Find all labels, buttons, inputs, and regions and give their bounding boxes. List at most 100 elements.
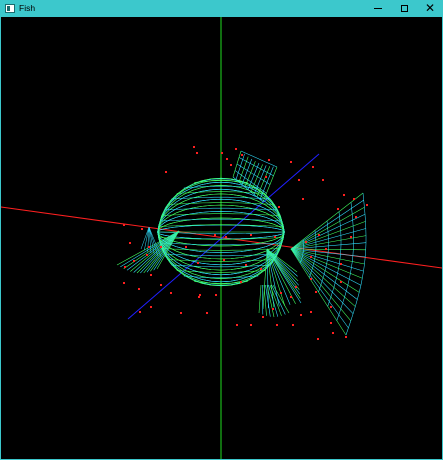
control-point	[292, 324, 294, 326]
control-point	[325, 248, 327, 250]
control-point	[226, 158, 228, 160]
control-point	[139, 311, 141, 313]
control-point	[290, 296, 292, 298]
control-point	[343, 194, 345, 196]
control-point	[250, 234, 252, 236]
control-point	[197, 262, 199, 264]
title-bar[interactable]: Fish ✕	[0, 0, 443, 17]
control-point	[230, 164, 232, 166]
wireframe-edge	[272, 285, 286, 315]
window-controls: ✕	[365, 0, 443, 17]
control-point	[146, 254, 148, 256]
control-point	[260, 268, 262, 270]
control-point	[215, 294, 217, 296]
control-point	[268, 159, 270, 161]
control-point	[245, 264, 247, 266]
wireframe-edge	[257, 166, 270, 197]
close-button[interactable]: ✕	[417, 0, 443, 17]
window-title: Fish	[19, 0, 35, 17]
control-point	[305, 241, 307, 243]
control-point	[214, 234, 216, 236]
control-point	[165, 171, 167, 173]
fish-tail-wireframe	[291, 193, 366, 335]
control-point	[302, 198, 304, 200]
wireframe-edge	[149, 227, 154, 254]
control-point	[274, 236, 276, 238]
control-point	[223, 259, 225, 261]
fish-pectoral-fin-wireframe	[263, 249, 301, 309]
wireframe-edge	[267, 249, 299, 290]
wireframe-edge	[259, 285, 261, 313]
control-point	[337, 208, 339, 210]
app-window-icon	[5, 4, 15, 13]
minimize-button[interactable]	[365, 0, 391, 17]
control-point	[262, 316, 264, 318]
wireframe-edge	[239, 157, 248, 182]
control-point	[123, 282, 125, 284]
control-point	[332, 332, 334, 334]
control-point	[129, 242, 131, 244]
maximize-icon	[401, 5, 408, 12]
wireframe-edge	[242, 159, 252, 185]
control-point	[250, 324, 252, 326]
control-point	[198, 296, 200, 298]
control-point	[123, 224, 125, 226]
control-point	[278, 206, 280, 208]
control-point	[180, 312, 182, 314]
fish-dorsal-fin-wireframe	[233, 151, 277, 202]
control-point	[310, 311, 312, 313]
minimize-icon	[374, 8, 382, 9]
control-point	[160, 246, 162, 248]
wireframe-edge	[267, 249, 298, 281]
wireframe-curve	[241, 151, 277, 167]
control-point	[141, 228, 143, 230]
control-point	[170, 292, 172, 294]
control-point	[290, 161, 292, 163]
control-point	[350, 236, 352, 238]
control-point	[225, 236, 227, 238]
control-point	[353, 198, 355, 200]
control-point	[150, 306, 152, 308]
wireframe-curve	[346, 193, 366, 335]
control-point	[124, 266, 126, 268]
fish-front-fin-wireframe	[117, 227, 179, 273]
control-point	[315, 291, 317, 293]
gl-viewport[interactable]	[1, 17, 442, 459]
control-point	[199, 294, 201, 296]
control-point	[235, 148, 237, 150]
control-point	[150, 274, 152, 276]
control-point	[280, 292, 282, 294]
control-point	[310, 278, 312, 280]
maximize-button[interactable]	[391, 0, 417, 17]
scene-canvas	[1, 17, 442, 459]
control-point	[276, 324, 278, 326]
control-point	[340, 281, 342, 283]
control-point	[206, 312, 208, 314]
control-point	[221, 152, 223, 154]
control-point	[330, 322, 332, 324]
control-point	[133, 260, 135, 262]
control-point	[340, 263, 342, 265]
control-point	[295, 286, 297, 288]
control-point	[265, 176, 267, 178]
control-point	[193, 146, 195, 148]
control-point	[330, 306, 332, 308]
control-point	[318, 234, 320, 236]
wireframe-edge	[236, 154, 245, 180]
control-point	[241, 154, 243, 156]
control-point	[366, 204, 368, 206]
control-point	[138, 288, 140, 290]
control-point	[236, 324, 238, 326]
control-point	[355, 216, 357, 218]
close-icon: ✕	[425, 0, 435, 17]
control-point	[322, 179, 324, 181]
control-point	[272, 308, 274, 310]
control-point	[160, 284, 162, 286]
control-point	[312, 166, 314, 168]
control-point	[185, 246, 187, 248]
control-point	[298, 179, 300, 181]
control-point	[196, 152, 198, 154]
control-point	[345, 336, 347, 338]
control-point	[148, 246, 150, 248]
